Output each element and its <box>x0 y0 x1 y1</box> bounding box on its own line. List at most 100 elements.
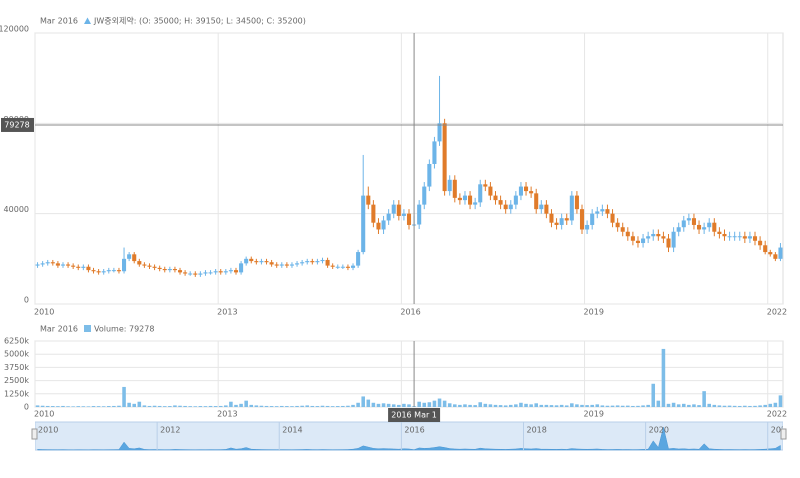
volume-bar <box>681 403 686 407</box>
candle-body <box>254 261 259 263</box>
volume-bar <box>453 404 457 407</box>
candle-body <box>366 195 371 205</box>
volume-bar <box>285 406 289 407</box>
candle-body <box>605 209 610 214</box>
candle-body <box>625 231 630 237</box>
candle-body <box>218 271 223 273</box>
candle-body <box>300 262 305 264</box>
volume-bar <box>773 402 778 407</box>
volume-x-tick-label: 2019 <box>584 410 604 419</box>
candle-body <box>569 195 574 221</box>
candle-body <box>737 236 742 238</box>
volume-bar <box>402 403 406 407</box>
volume-bar <box>91 406 96 407</box>
candle-body <box>223 271 228 273</box>
volume-bar <box>737 405 742 407</box>
candle-body <box>91 270 96 272</box>
volume-bar <box>61 405 65 407</box>
candle-body <box>86 266 91 271</box>
candle-body <box>508 204 513 210</box>
candle-body <box>707 222 712 228</box>
candle-body <box>742 236 747 239</box>
candle-body <box>600 209 605 212</box>
volume-bar <box>707 403 711 407</box>
volume-bar <box>371 402 376 407</box>
volume-bar <box>310 405 315 407</box>
volume-bar <box>595 404 600 407</box>
x-tick-label: 2019 <box>584 308 604 317</box>
volume-bar <box>575 404 579 407</box>
candle-body <box>666 238 671 248</box>
volume-bar <box>66 406 70 407</box>
candle-body <box>279 264 284 266</box>
candle-body <box>289 264 295 266</box>
volume-bar <box>101 406 106 407</box>
y-tick-label: 3750k <box>4 363 29 372</box>
volume-bar <box>218 405 223 407</box>
volume-x-tick-label: 2022 <box>767 410 787 419</box>
x-tick-label: 2013 <box>217 308 237 317</box>
candle-body <box>396 204 401 216</box>
candle-body <box>284 264 289 266</box>
volume-bar <box>570 403 574 407</box>
volume-bar <box>498 405 503 407</box>
candle-body <box>590 213 595 225</box>
volume-bar <box>641 405 645 407</box>
candle-body <box>381 220 386 230</box>
candle-body <box>376 222 381 230</box>
candle-body <box>239 263 244 273</box>
candle-body <box>335 266 340 268</box>
volume-bar <box>239 403 243 407</box>
volume-bar <box>305 405 310 407</box>
volume-bar <box>249 404 254 407</box>
volume-bar <box>178 405 182 407</box>
volume-bar <box>702 391 706 407</box>
navigator-handle-right[interactable] <box>780 428 787 440</box>
volume-bar <box>651 383 656 407</box>
volume-bar <box>692 404 696 407</box>
candle-body <box>96 271 101 273</box>
volume-bar <box>320 405 325 407</box>
candle-body <box>101 271 106 273</box>
crosshair-x-label: 2016 Mar 1 <box>391 411 437 420</box>
volume-bar <box>264 405 269 407</box>
candle-body <box>50 262 55 264</box>
volume-bar <box>687 404 691 407</box>
navigator-handle-left[interactable] <box>31 428 38 440</box>
candle-body <box>778 247 783 259</box>
volume-bar <box>697 405 701 407</box>
volume-bar <box>626 405 630 407</box>
candle-body <box>452 179 457 198</box>
candle-body <box>422 186 427 205</box>
volume-bar <box>514 404 518 407</box>
volume-bar <box>173 405 177 407</box>
volume-x-tick-label: 2013 <box>217 410 237 419</box>
candle-body <box>106 270 111 272</box>
volume-bar <box>234 404 238 407</box>
candle-body <box>732 236 737 238</box>
candle-body <box>722 233 727 237</box>
volume-bar <box>758 405 762 407</box>
volume-bar <box>213 406 218 407</box>
candle-body <box>167 268 172 271</box>
volume-bar <box>437 398 442 407</box>
candle-body <box>686 218 691 221</box>
candle-body <box>45 262 50 264</box>
candle-body <box>391 204 396 214</box>
candle-body <box>585 224 590 230</box>
volume-bar <box>356 402 360 407</box>
candle-body <box>773 254 778 259</box>
candle-body <box>646 236 651 239</box>
volume-bar <box>656 400 661 407</box>
candle-body <box>717 231 722 234</box>
volume-bar <box>168 406 172 407</box>
candle-body <box>681 220 686 228</box>
navigator[interactable]: 2010 2012 2014 2016 2018 2020 2022 <box>35 421 791 451</box>
candle-body <box>244 258 249 264</box>
navigator-tick-label: 2018 <box>526 426 546 435</box>
volume-bar <box>727 405 732 407</box>
candle-body <box>651 233 656 237</box>
volume-bar <box>717 405 722 407</box>
volume-bar <box>508 404 513 407</box>
volume-bar <box>341 405 345 407</box>
